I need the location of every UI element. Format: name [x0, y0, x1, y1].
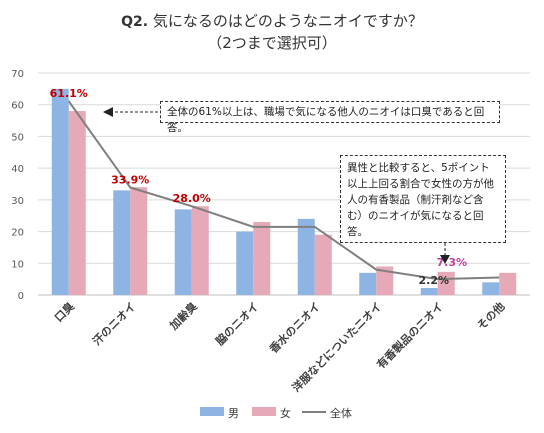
legend: 男 女 全体 [200, 406, 352, 420]
legend-swatch [252, 407, 276, 416]
x-tick-label: その他 [474, 299, 507, 332]
annotation-arrowhead-2 [440, 255, 450, 264]
question-text: 気になるのはどのようなニオイですか？ [152, 12, 423, 30]
x-tick-label: 汗のニオイ [90, 300, 138, 348]
bar-male [420, 288, 438, 295]
y-tick-label: 20 [11, 228, 24, 239]
data-label: 2.2% [418, 274, 449, 287]
annotation-arrowhead-1 [103, 107, 113, 117]
bar-female [376, 266, 394, 295]
y-tick-label: 60 [11, 101, 24, 112]
x-tick-label: 有香製品のニオイ [374, 299, 446, 371]
y-tick-label: 10 [11, 259, 24, 270]
y-tick-label: 50 [11, 132, 24, 143]
x-tick-label: 加齢臭 [166, 299, 200, 333]
line-layer [67, 100, 500, 281]
legend-swatch [200, 407, 224, 416]
arrow-layer [103, 107, 450, 264]
bar-male [174, 209, 192, 295]
bar-male [113, 190, 131, 295]
x-tick-label: 脇のニオイ [213, 299, 262, 348]
chart-title-line1: Q2. 気になるのはどのようなニオイですか？ [0, 10, 544, 31]
bar-layer [51, 88, 517, 295]
annotation-note-1: 全体の61%以上は、職場で気になる他人のニオイは口臭であると回答。 [160, 101, 500, 134]
legend-label: 女 [280, 406, 291, 420]
y-tick-label: 0 [18, 291, 24, 302]
bar-male [51, 88, 69, 295]
bar-male [359, 272, 377, 295]
bar-female [314, 234, 332, 295]
bar-female [499, 272, 517, 295]
bar-female [253, 222, 271, 295]
bar-female [130, 187, 148, 295]
bar-female [68, 111, 86, 295]
x-tick-label: 香水のニオイ [266, 299, 323, 356]
data-label: 61.1% [50, 87, 88, 100]
chart-title-line2: （2つまで選択可） [207, 34, 337, 52]
bar-female [191, 206, 209, 295]
data-label: 33.9% [111, 173, 149, 186]
bar-male [297, 218, 315, 295]
bar-male [482, 282, 500, 295]
legend-label: 男 [228, 407, 239, 420]
x-tick-label: 口臭 [51, 299, 76, 324]
bar-male [236, 231, 254, 295]
series-line-total [67, 100, 500, 281]
data-label: 7.3% [436, 256, 467, 269]
data-label: 28.0% [173, 192, 211, 205]
y-tick-label: 30 [11, 196, 24, 207]
y-tick-label: 40 [11, 164, 24, 175]
y-tick-label: 70 [11, 69, 24, 80]
legend-label: 全体 [330, 406, 352, 420]
annotation-note-2: 異性と比較すると、5ポイント以上上回る割合で女性の方が他人の有香製品（制汗剤など… [340, 155, 506, 243]
question-number: Q2. [121, 14, 149, 30]
bar-female [437, 271, 455, 295]
